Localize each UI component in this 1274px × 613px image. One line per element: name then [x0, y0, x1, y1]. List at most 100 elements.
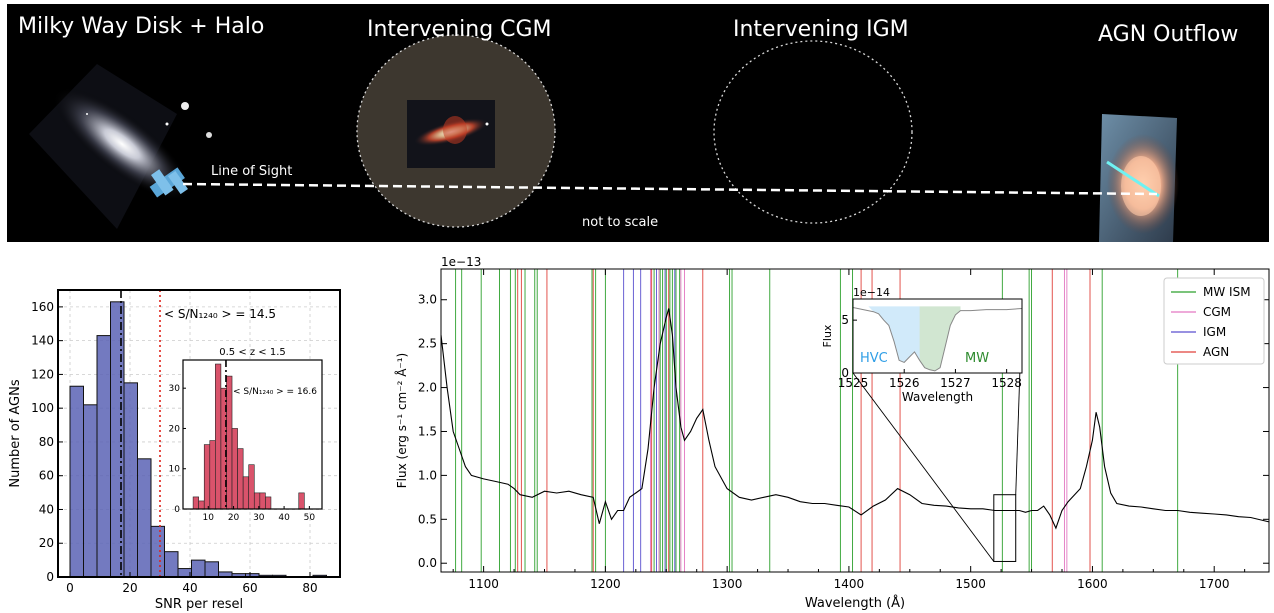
hist-xtick-label: 0	[66, 581, 74, 595]
legend-label: MW ISM	[1203, 285, 1251, 299]
hist-ytick-label: 0	[46, 570, 54, 584]
spec-legend: MW ISM CGM IGM AGN	[1163, 277, 1265, 365]
inset-ytick-label: 10	[169, 465, 181, 475]
hist-xlabel: SNR per resel	[155, 597, 243, 612]
hist-bar	[83, 404, 98, 578]
hist-bar	[110, 301, 125, 578]
spec-xtick-label: 1300	[712, 577, 743, 591]
inset-bar	[209, 440, 216, 510]
inset-hvc-label: HVC	[860, 351, 888, 366]
spec-offset-label: 1e−13	[441, 255, 481, 269]
inset-bar	[265, 496, 272, 510]
hist-bar	[96, 335, 111, 578]
spec-xtick-label: 1500	[955, 577, 986, 591]
hist-bar	[191, 559, 206, 578]
spec-ytick-label: 1.0	[418, 468, 437, 482]
zoom-box	[993, 494, 1017, 562]
inset-region-mw	[919, 306, 961, 371]
inset-bar	[259, 492, 266, 510]
inset-background	[853, 299, 1022, 373]
agn-outflow-image	[1099, 114, 1179, 242]
inset-xtick-label: 1528	[991, 376, 1022, 390]
hist-ytick-label: 100	[31, 401, 54, 415]
spec-xlabel: Wavelength (Å)	[805, 595, 905, 611]
legend-label: CGM	[1203, 305, 1231, 319]
inset-bar	[226, 375, 233, 510]
inset-region-hvc	[868, 306, 920, 363]
spec-xtick-label: 1200	[590, 577, 621, 591]
spec-xtick-label: 1600	[1077, 577, 1108, 591]
inset-xtick-label: 1526	[889, 376, 920, 390]
inset-annotation: < S/N₁₂₄₀ > = 16.6	[233, 387, 317, 397]
hist-ytick-label: 140	[31, 334, 54, 348]
cos-spectrum: 1100 1200 1300 1400 1500 1600 1700 0.0 0.5 1.0 1.5…	[394, 255, 1270, 611]
inset-bar	[237, 448, 244, 510]
hist-bar	[137, 458, 152, 578]
spec-ytick-label: 0.0	[418, 556, 437, 570]
inset-xlabel: Wavelength	[902, 390, 973, 404]
legend-box	[1163, 277, 1265, 365]
inset-bar	[198, 500, 205, 510]
spec-xtick-label: 1400	[834, 577, 865, 591]
inset-bar	[203, 444, 211, 510]
hist-ytick-label: 80	[39, 435, 54, 449]
hist-bar	[69, 385, 84, 578]
inset-xtick-label: 40	[278, 513, 290, 523]
hist-annotation: < S/N₁₂₄₀ > = 14.5	[164, 307, 276, 321]
inset-offset-label: 1e−14	[853, 286, 890, 299]
legend-label: IGM	[1203, 325, 1226, 339]
inset-ytick-label: 30	[169, 384, 181, 394]
inset-ylabel: Flux	[821, 324, 834, 347]
spec-ylabel: Flux (erg s⁻¹ cm⁻² Å⁻¹)	[394, 353, 409, 488]
inset-frame	[182, 359, 323, 510]
flux-series	[440, 308, 1270, 530]
hist-bar	[204, 561, 219, 578]
hist-ytick-label: 120	[31, 367, 54, 381]
sightline-banner: Milky Way Disk + Halo Intervening CGM In…	[7, 4, 1269, 242]
hist-bar	[177, 568, 192, 578]
hist-ytick-label: 60	[39, 469, 54, 483]
label-igm: Intervening IGM	[733, 17, 909, 42]
hist-xtick-label: 60	[242, 581, 257, 595]
inset-flux	[852, 307, 1023, 372]
inset-bar	[298, 492, 305, 510]
inset-bar	[242, 476, 250, 510]
line-of-sight-arrow	[182, 182, 1158, 196]
hist-bar	[123, 382, 138, 578]
hist-xtick-label: 40	[182, 581, 197, 595]
label-milky-way: Milky Way Disk + Halo	[18, 14, 265, 39]
inset-xtick-label: 1527	[940, 376, 971, 390]
hist-ytick-label: 160	[31, 300, 54, 314]
milky-way-galaxy-image	[29, 64, 212, 229]
inset-frame	[852, 298, 1023, 374]
cgm-galaxy-image	[407, 100, 495, 168]
inset-bar	[192, 496, 199, 510]
banner-graphics	[29, 34, 1179, 242]
line-of-sight-label: Line of Sight	[211, 164, 293, 179]
igm-region	[713, 40, 913, 224]
hist-frame	[57, 289, 341, 578]
inset-title: 0.5 < z < 1.5	[219, 347, 286, 358]
zoom-connector-left	[852, 372, 995, 562]
inset-ytick-label: 0	[174, 505, 180, 515]
spec-ytick-label: 2.5	[418, 337, 437, 351]
inset-ytick-label: 0	[841, 366, 849, 380]
hist-xtick-label: 80	[302, 581, 317, 595]
not-to-scale-note: not to scale	[582, 215, 659, 230]
inset-bar	[248, 464, 255, 510]
inset-xtick-label: 50	[304, 513, 316, 523]
spec-frame	[440, 268, 1270, 573]
hist-ytick-label: 20	[39, 536, 54, 550]
hist-ytick-label: 40	[39, 502, 54, 516]
inset-ytick-label: 5	[841, 313, 849, 327]
hist-xtick-label: 20	[122, 581, 137, 595]
hist-bar	[164, 551, 179, 578]
inset-xtick-label: 10	[203, 513, 215, 523]
spec-ytick-label: 2.0	[418, 381, 437, 395]
inset-ytick-label: 20	[169, 424, 181, 434]
spec-xtick-label: 1700	[1199, 577, 1230, 591]
spec-ytick-label: 0.5	[418, 512, 437, 526]
spec-xtick-label: 1100	[468, 577, 499, 591]
inset-bar	[215, 363, 222, 510]
